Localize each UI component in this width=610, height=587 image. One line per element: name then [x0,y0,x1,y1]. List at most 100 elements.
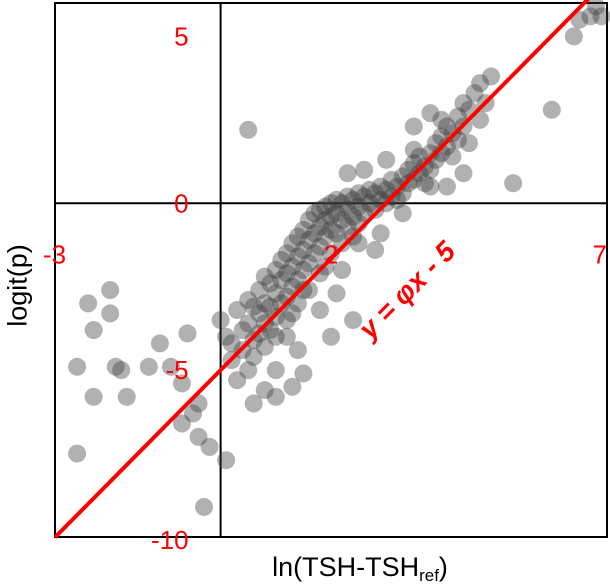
data-point [316,210,335,229]
data-point [299,230,318,249]
data-point [79,294,98,313]
data-point [316,227,335,246]
data-point [117,387,136,406]
data-point [333,234,352,253]
data-point [266,284,285,303]
data-point [211,311,230,330]
data-point [228,371,247,390]
axes-layer [54,2,608,538]
data-point [294,281,313,300]
data-point [294,240,313,259]
data-point [84,321,103,340]
data-point [437,137,456,156]
x-tick-label: 2 [324,239,338,269]
data-point [310,237,329,256]
plot-frame [54,2,608,538]
data-point [471,74,490,93]
data-point [338,187,357,206]
data-point [288,271,307,290]
data-point [344,207,363,226]
data-point [244,297,263,316]
data-point [377,150,396,169]
data-point [299,254,318,273]
data-point [349,234,368,253]
data-point [266,327,285,346]
data-point [333,194,352,213]
data-point [172,414,191,433]
data-point [178,324,197,343]
data-point [592,7,610,26]
data-point [200,437,219,456]
data-point [261,274,280,293]
data-point [294,364,313,383]
data-point [344,190,363,209]
data-point [244,347,263,366]
data-point [310,301,329,320]
data-point [360,180,379,199]
data-point [581,7,600,26]
data-point [305,204,324,223]
data-point [355,187,374,206]
data-point [327,224,346,243]
data-point [288,247,307,266]
data-point [404,140,423,159]
tick-labels-layer: -3 2 7 5 0 -5 -10 [43,21,607,555]
data-point [266,387,285,406]
data-point [283,377,302,396]
data-point [482,67,501,86]
data-point [112,361,131,380]
data-point [239,314,258,333]
data-point [272,294,291,313]
y-axis-label: logit(p) [2,244,33,327]
data-point [294,261,313,279]
data-point [239,361,258,380]
data-point [255,381,274,400]
data-point [421,144,440,163]
data-point [404,117,423,136]
data-point [255,267,274,286]
data-point [371,224,390,243]
data-point [106,357,125,376]
data-point [244,331,263,350]
data-point [349,184,368,203]
data-point [504,174,523,193]
data-point [266,361,285,380]
data-point [322,194,340,213]
data-point [377,180,396,199]
data-point [371,177,390,196]
data-point [355,160,374,179]
data-point [239,120,258,139]
data-point [233,321,252,340]
data-point [217,327,236,346]
data-point [250,304,269,323]
data-point [410,147,429,166]
data-point [310,217,329,236]
data-point [366,240,385,259]
data-point [322,244,340,263]
data-point [217,451,236,470]
data-point [84,387,103,406]
data-point [366,184,385,203]
data-point [283,304,302,323]
data-point [283,234,302,253]
data-point [586,0,605,16]
data-point [150,334,169,353]
data-point [432,110,451,129]
data-point [421,177,440,196]
data-point [161,357,180,376]
data-point [222,334,241,353]
y-tick-label: -10 [151,525,189,555]
data-point [172,374,191,393]
data-point [415,174,434,193]
data-point [366,200,385,219]
data-point [277,244,296,263]
data-point [322,327,340,346]
data-point [139,357,158,376]
data-point [250,281,269,300]
data-point [277,327,296,346]
data-point [327,204,346,223]
data-point [448,107,467,126]
x-axis-label: ln(TSH-TSHref) [272,552,448,585]
data-point [239,291,258,310]
